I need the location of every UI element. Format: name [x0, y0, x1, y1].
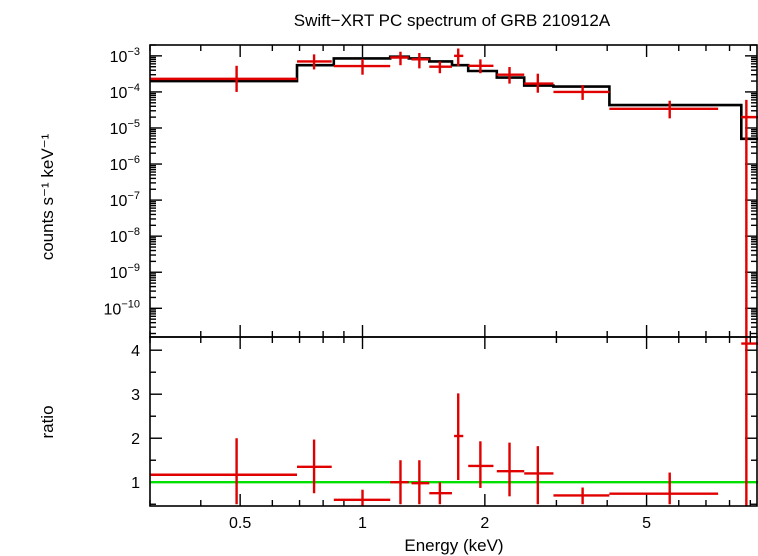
x-axis-label: Energy (keV): [404, 536, 503, 555]
ratio-y-tick-label: 4: [131, 343, 140, 360]
ratio-y-axis-label: ratio: [38, 405, 57, 438]
spectrum-data-point: [297, 54, 332, 70]
spectrum-y-tick-label: 10−4: [110, 82, 140, 102]
ratio-data-point: [390, 460, 409, 505]
spectrum-y-tick-label: 10−3: [110, 46, 140, 66]
spectrum-y-tick-label: 10−6: [110, 154, 140, 174]
spectrum-data-point: [609, 100, 719, 119]
spectrum-y-tick-exponent: −9: [127, 262, 140, 274]
spectrum-y-tick-exponent: −10: [121, 298, 140, 310]
spectrum-data-point: [524, 73, 554, 93]
spectrum-y-tick-exponent: −7: [127, 190, 140, 202]
ratio-y-tick-label: 1: [131, 475, 140, 492]
ratio-data-point: [553, 487, 610, 505]
spectrum-y-tick-exponent: −4: [127, 82, 140, 94]
spectrum-y-tick-base: 10: [110, 193, 128, 210]
spectrum-y-tick-base: 10: [110, 229, 128, 246]
spectrum-data-point: [390, 51, 409, 66]
spectrum-data-point: [741, 99, 758, 337]
spectrum-data-point: [411, 53, 430, 69]
spectrum-y-tick-exponent: −6: [127, 154, 140, 166]
spectrum-data-point: [333, 58, 391, 75]
ratio-data-point: [741, 337, 758, 506]
spectrum-y-tick-exponent: −3: [127, 46, 140, 58]
x-tick-label: 2: [480, 515, 489, 532]
ratio-data-point: [297, 439, 332, 494]
spectrum-frame: [149, 44, 758, 338]
spectrum-y-tick-base: 10: [110, 85, 128, 102]
ratio-y-tick-label: 3: [131, 387, 140, 404]
spectrum-y-tick-exponent: −8: [127, 226, 140, 238]
spectrum-y-tick-base: 10: [104, 301, 122, 318]
ratio-panel: 1 2 3 4 0.5 1 2 5: [131, 336, 758, 532]
ratio-frame: [149, 336, 758, 507]
spectrum-data-point: [496, 67, 525, 84]
spectrum-data-point: [454, 48, 464, 67]
spectrum-y-tick-label: 10−9: [110, 262, 140, 282]
ratio-data-point: [411, 460, 430, 505]
spectrum-y-tick-base: 10: [110, 157, 128, 174]
ratio-data-point: [454, 393, 464, 481]
spectrum-y-tick-label: 10−10: [104, 298, 140, 318]
spectrum-y-tick-exponent: −5: [127, 118, 140, 130]
spectrum-y-tick-base: 10: [110, 265, 128, 282]
ratio-data-point: [468, 441, 494, 488]
ratio-data-point: [150, 438, 298, 505]
chart-title: Swift−XRT PC spectrum of GRB 210912A: [294, 11, 611, 30]
x-tick-label: 1: [358, 515, 367, 532]
ratio-data-point: [333, 489, 391, 506]
spectrum-y-axis-label: counts s⁻¹ keV⁻¹: [38, 133, 57, 260]
spectrum-data-point: [468, 59, 494, 74]
ratio-y-tick-label: 2: [131, 431, 140, 448]
spectrum-y-tick-base: 10: [110, 49, 128, 66]
spectrum-data-point: [150, 65, 298, 92]
x-tick-label: 5: [642, 515, 651, 532]
model-line: [150, 55, 758, 141]
spectrum-data-point: [553, 85, 610, 100]
spectrum-panel: 10−310−410−510−610−710−810−910−10: [104, 44, 758, 338]
spectrum-y-tick-label: 10−5: [110, 118, 140, 138]
ratio-data-point: [524, 446, 554, 505]
spectrum-y-tick-base: 10: [110, 121, 128, 138]
spectrum-data-point: [429, 61, 452, 74]
ratio-data-point: [496, 442, 525, 497]
ratio-data-point: [429, 482, 452, 505]
spectrum-y-tick-label: 10−7: [110, 190, 140, 210]
x-tick-label: 0.5: [229, 515, 251, 532]
ratio-data-point: [609, 472, 719, 505]
spectrum-y-tick-label: 10−8: [110, 226, 140, 246]
